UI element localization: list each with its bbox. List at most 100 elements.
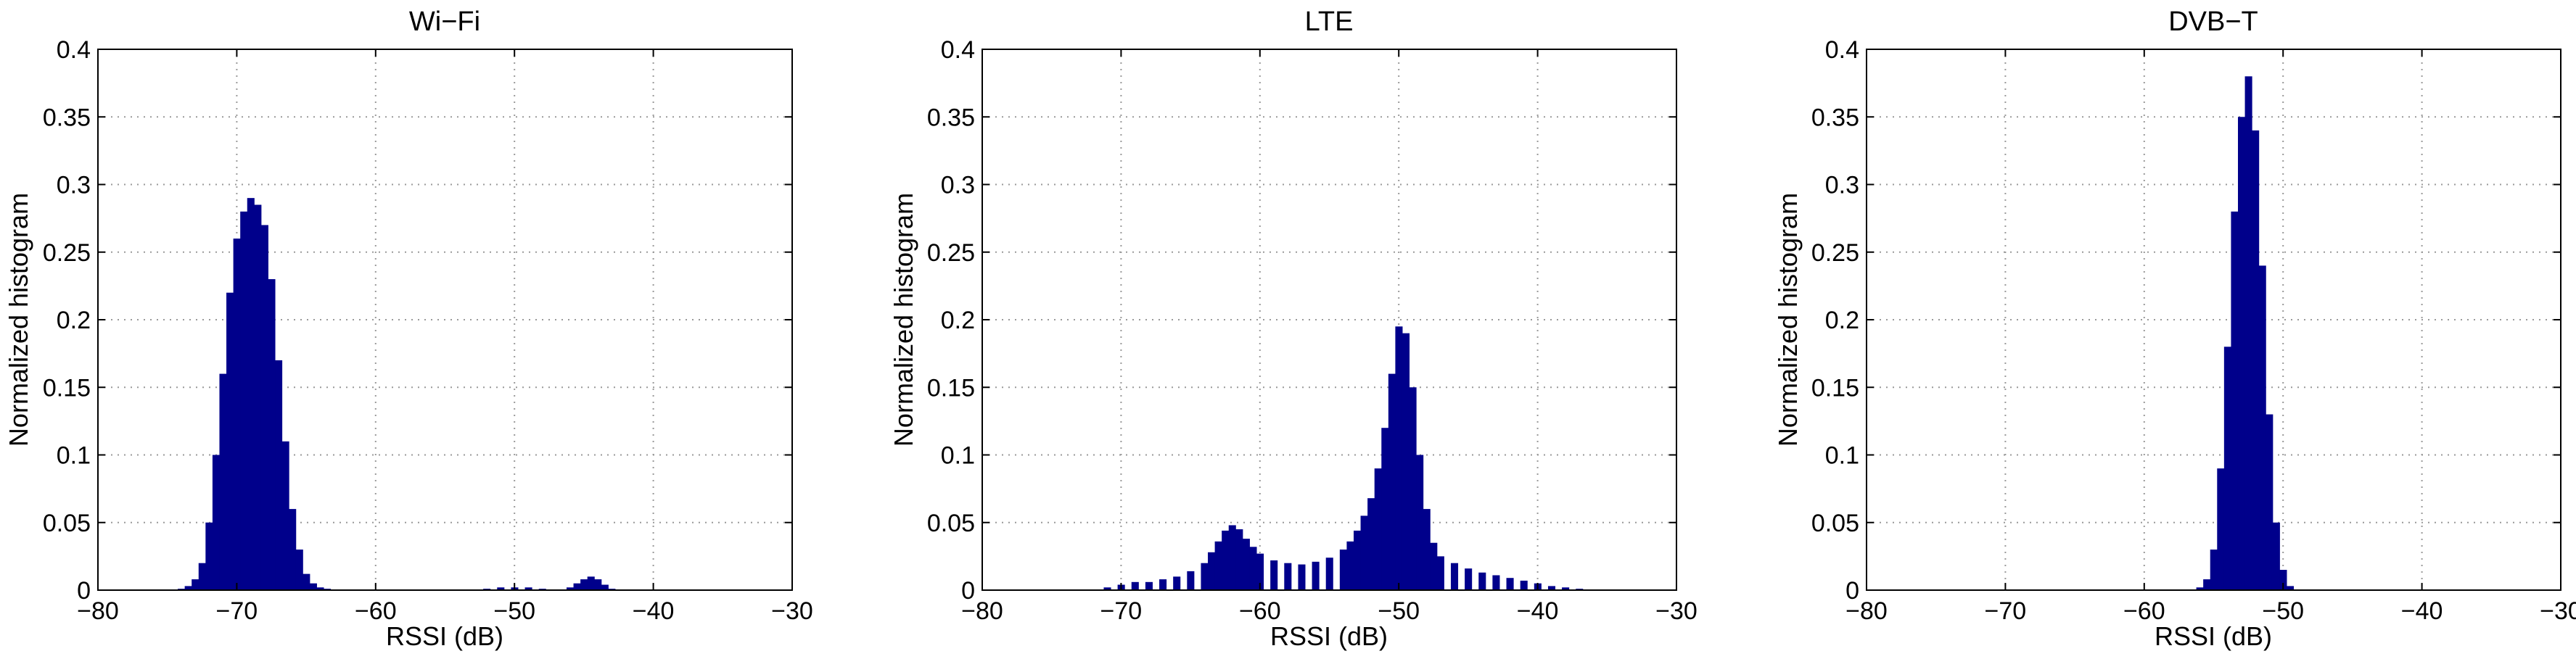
grid <box>98 49 792 590</box>
y-tick-label: 0.4 <box>1825 36 1859 64</box>
histogram-bar <box>1416 455 1424 590</box>
histogram-bar <box>281 441 289 590</box>
y-tick-label: 0.25 <box>43 239 91 267</box>
chart-panel-wifi: Wi−Fi RSSI (dB) Normalized histogram −80… <box>4 7 813 651</box>
histogram-bar <box>1381 428 1389 590</box>
histogram-bar <box>566 587 575 590</box>
x-tick-label: −70 <box>1100 597 1143 625</box>
histogram-bar <box>1562 587 1570 590</box>
y-axis-label: Normalized histogram <box>1773 193 1803 447</box>
histogram-bar <box>1409 387 1417 590</box>
histogram-bar <box>1465 568 1473 590</box>
histogram-bar <box>275 360 283 590</box>
histogram-bar <box>1346 541 1354 590</box>
bar-series <box>178 198 616 591</box>
histogram-bar <box>1208 552 1216 590</box>
histogram-bar <box>2244 76 2252 591</box>
histogram-bar <box>497 587 505 590</box>
histogram-bar <box>2203 579 2211 590</box>
histogram-bar <box>1187 571 1195 590</box>
grid <box>982 49 1676 590</box>
histogram-bar <box>226 292 234 590</box>
histogram-bar <box>1298 564 1306 590</box>
x-axis-label: RSSI (dB) <box>1270 621 1388 651</box>
histogram-bar <box>2231 211 2239 590</box>
histogram-bar <box>1339 550 1347 590</box>
histogram-bar <box>1173 576 1181 590</box>
y-tick-label: 0 <box>1845 577 1859 605</box>
histogram-bar <box>2210 550 2218 590</box>
histogram-bar <box>219 373 227 590</box>
y-tick-label: 0.05 <box>1811 510 1859 537</box>
histogram-bar <box>1360 515 1368 590</box>
grid <box>1867 49 2561 590</box>
y-tick-label: 0.3 <box>1825 172 1859 199</box>
histogram-bar <box>1145 581 1153 590</box>
y-tick-label: 0.2 <box>57 307 91 334</box>
histogram-bar <box>1222 530 1230 590</box>
histogram-bar <box>205 522 213 590</box>
histogram-bar <box>2258 265 2266 590</box>
y-tick-label: 0.15 <box>1811 374 1859 402</box>
histogram-bar <box>1520 580 1528 590</box>
x-tick-label: −60 <box>1239 597 1281 625</box>
histogram-bar <box>1325 558 1333 590</box>
y-tick-label: 0.4 <box>941 36 975 64</box>
y-tick-label: 0.1 <box>57 442 91 470</box>
histogram-bar <box>2196 587 2204 590</box>
y-tick-label: 0.05 <box>927 510 975 537</box>
histogram-bar <box>587 576 595 590</box>
x-tick-label: −40 <box>633 597 675 625</box>
y-tick-label: 0.4 <box>57 36 91 64</box>
chart-title: DVB−T <box>2168 7 2258 37</box>
histogram-bar <box>1547 586 1556 590</box>
x-tick-label: −30 <box>2540 597 2576 625</box>
histogram-bar <box>184 586 192 590</box>
histogram-bar <box>1312 561 1320 590</box>
histogram-bar <box>1214 541 1222 590</box>
histogram-bar <box>601 584 609 590</box>
histogram-bar <box>1242 539 1250 590</box>
histogram-bar <box>233 239 241 590</box>
histogram-bar <box>1353 530 1362 590</box>
histogram-bar <box>2272 522 2280 590</box>
y-axis-label: Normalized histogram <box>889 193 918 447</box>
histogram-bar <box>2223 347 2231 590</box>
y-tick-label: 0.1 <box>1825 442 1859 470</box>
histogram-bar <box>2286 586 2295 590</box>
histogram-bar <box>1478 572 1486 590</box>
x-tick-label: −50 <box>2262 597 2304 625</box>
y-tick-label: 0.15 <box>43 374 91 402</box>
x-tick-label: −40 <box>1517 597 1559 625</box>
y-tick-label: 0 <box>77 577 91 605</box>
y-tick-label: 0.3 <box>941 172 975 199</box>
y-tick-label: 0.2 <box>941 307 975 334</box>
histogram-bar <box>212 455 220 590</box>
histogram-bar <box>1492 575 1500 590</box>
histogram-bar <box>1103 587 1111 590</box>
histogram-bar <box>1430 542 1438 590</box>
y-tick-label: 0.1 <box>941 442 975 470</box>
histogram-bar <box>580 579 588 590</box>
histogram-bar <box>1235 529 1243 590</box>
histogram-bar <box>268 279 276 590</box>
histogram-bar <box>594 579 602 590</box>
histogram-bar <box>254 204 262 591</box>
chart-title: LTE <box>1305 7 1354 37</box>
x-axis-label: RSSI (dB) <box>386 621 503 651</box>
y-tick-label: 0.2 <box>1825 307 1859 334</box>
ticks: −80 −70 −60 −50 −40 −30 0 0.05 0.1 0.15 0.2 0.25 0.3… <box>927 36 1698 625</box>
y-tick-label: 0.35 <box>1811 104 1859 131</box>
histogram-bar <box>303 573 310 590</box>
histogram-bar <box>316 587 324 590</box>
histogram-bar <box>524 587 532 590</box>
x-tick-label: −80 <box>77 597 119 625</box>
histogram-bar <box>295 550 303 590</box>
ticks: −80 −70 −60 −50 −40 −30 0 0.05 0.1 0.15 0.2 0.25 0.3… <box>1811 36 2576 625</box>
histogram-bar <box>309 583 317 590</box>
x-tick-label: −50 <box>493 597 535 625</box>
histogram-bar <box>1256 553 1264 590</box>
y-tick-label: 0 <box>961 577 975 605</box>
x-tick-label: −30 <box>1655 597 1698 625</box>
histogram-bar <box>1423 509 1431 590</box>
